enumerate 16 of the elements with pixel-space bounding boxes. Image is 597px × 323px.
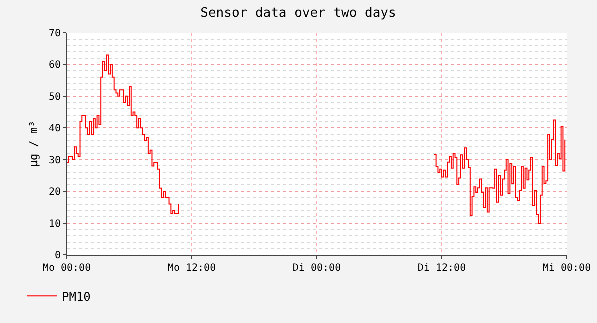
y-tick-label: 30 [48, 155, 61, 166]
x-tick-label: Mo 00:00 [42, 263, 92, 274]
y-tick-label: 20 [48, 187, 61, 198]
legend-label: PM10 [62, 290, 91, 304]
y-axis-title: µg / m³ [28, 120, 41, 168]
x-tick-label: Mo 12:00 [168, 263, 216, 274]
y-tick-label: 50 [48, 92, 61, 103]
chart-title: Sensor data over two days [200, 6, 396, 22]
y-tick-label: 0 [54, 250, 61, 262]
y-tick-label: 10 [48, 218, 61, 230]
y-tick-label: 40 [48, 124, 61, 135]
x-tick-label: Mi 00:00 [542, 263, 592, 274]
x-tick-label: Di 12:00 [418, 263, 466, 274]
x-tick-label: Di 00:00 [292, 263, 342, 274]
y-tick-label: 70 [48, 28, 61, 40]
y-tick-label: 60 [48, 60, 61, 72]
